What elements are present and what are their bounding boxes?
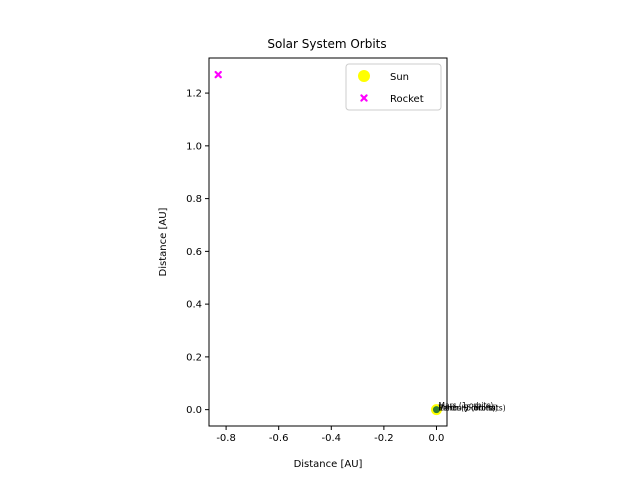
legend-label: Sun [390, 72, 409, 83]
y-tick-label: 1.2 [186, 89, 202, 100]
rocket-point-stroke-b [214, 70, 222, 79]
legend: Sun Rocket [345, 63, 442, 111]
y-tick-label: 0.6 [186, 247, 202, 258]
legend-rocket-marker [360, 94, 368, 102]
y-axis-label: Distance [AU] [158, 207, 169, 276]
legend-label: Rocket [390, 94, 424, 105]
y-axis: 0.0 0.2 0.4 0.6 0.8 1.0 1.2 [186, 89, 209, 416]
orbit-annotation: Mars (1 orbits) [438, 401, 493, 410]
plot-area: Mars (1 orbits)Venus (5 orbits)Earth (3 … [214, 70, 506, 416]
x-tick-label: -0.8 [216, 433, 236, 444]
y-tick-label: 0.4 [186, 300, 202, 311]
orbit-annotation: Mercury (8 orbits) [438, 404, 505, 413]
x-axis: -0.8 -0.6 -0.4 -0.2 0.0 [216, 426, 444, 444]
y-tick-label: 0.2 [186, 352, 202, 363]
orbit-annotation: Earth (3 orbits) [438, 404, 495, 413]
y-tick-label: 0.8 [186, 194, 202, 205]
rocket-point [214, 70, 222, 79]
orbit-annotation: Venus (5 orbits) [438, 404, 497, 413]
x-tick-label: 0.0 [429, 433, 445, 444]
plot-frame [208, 57, 448, 427]
chart-title: Solar System Orbits [267, 37, 386, 51]
legend-rocket-marker-stroke-b [360, 94, 368, 102]
x-axis-label: Distance [AU] [294, 459, 363, 470]
x-tick-label: -0.2 [374, 433, 394, 444]
x-tick-label: -0.6 [269, 433, 289, 444]
legend-sun-marker [358, 70, 370, 82]
y-tick-label: 1.0 [186, 141, 202, 152]
x-tick-label: -0.4 [322, 433, 342, 444]
y-tick-label: 0.0 [186, 405, 202, 416]
planet-point [432, 406, 440, 414]
